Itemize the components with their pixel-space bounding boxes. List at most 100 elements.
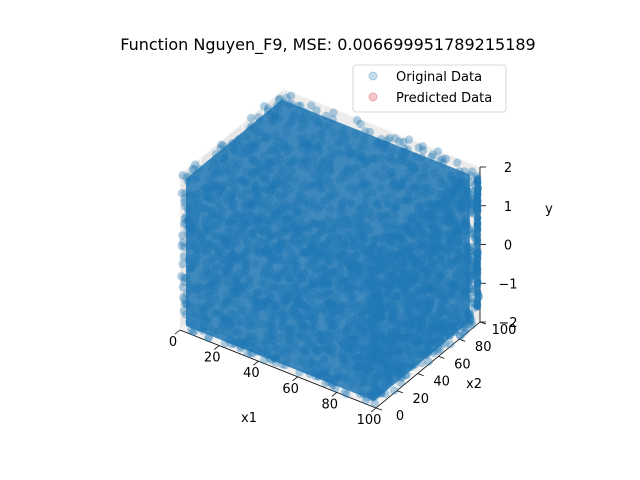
- gridline-z: [179, 88, 285, 176]
- scatter-point: [286, 91, 296, 101]
- legend-label-predicted: Predicted Data: [396, 91, 492, 106]
- scatter-point: [329, 108, 338, 117]
- x-tick: [331, 392, 338, 397]
- scatter-point: [438, 154, 447, 164]
- scatter-point: [473, 225, 481, 233]
- x-tick: [292, 376, 298, 382]
- y-tick-label: 0: [396, 409, 404, 424]
- scatter-point: [441, 154, 451, 164]
- scatter-point: [246, 113, 256, 123]
- scatter-point: [307, 101, 316, 110]
- x-tick-label: 20: [204, 351, 221, 366]
- scatter-point: [467, 167, 477, 176]
- y-tick: [459, 338, 466, 342]
- x-tick: [253, 360, 259, 366]
- scatter-point: [428, 150, 438, 159]
- scatter-point: [474, 249, 482, 257]
- scatter-point: [459, 328, 468, 338]
- x-tick-label: 0: [169, 335, 177, 350]
- scatter-point: [356, 119, 365, 129]
- scatter-point: [178, 259, 187, 269]
- chart-title: Function Nguyen_F9, MSE: 0.0066999517892…: [120, 35, 535, 55]
- scatter-point: [474, 220, 482, 228]
- scatter-point: [418, 146, 428, 155]
- legend-marker-predicted: [368, 92, 378, 102]
- scatter-point: [179, 252, 188, 261]
- y-tick-label: 80: [475, 340, 492, 355]
- scatter-point: [456, 331, 465, 340]
- scatter-point: [399, 137, 408, 147]
- scatter-point: [312, 106, 321, 115]
- x-tick: [370, 407, 377, 413]
- scatter-point: [418, 142, 427, 151]
- x-tick: [213, 345, 220, 350]
- scatter-point: [370, 399, 379, 408]
- scatter-point: [424, 357, 433, 366]
- x-tick-label: 60: [282, 382, 299, 397]
- scatter-point: [455, 331, 465, 340]
- scatter-point: [473, 202, 481, 210]
- scatter-point: [404, 135, 414, 144]
- x-tick-label: 40: [243, 366, 260, 381]
- chart-legend: Original Data Predicted Data: [352, 64, 507, 113]
- z-tick-label: 1: [504, 200, 512, 215]
- scatter-point: [178, 282, 188, 292]
- x-tick: [174, 329, 181, 335]
- y-tick-label: 20: [413, 392, 430, 407]
- x-tick-label: 80: [322, 397, 339, 412]
- scatter-point: [260, 102, 269, 111]
- z-tick-label: −2: [498, 316, 517, 331]
- scatter-point: [474, 269, 482, 277]
- scatter-core: [186, 99, 470, 254]
- scatter-point: [473, 301, 481, 309]
- scatter-point: [177, 241, 186, 251]
- gridline-z: [283, 88, 481, 168]
- scatter-point: [342, 389, 351, 399]
- legend-label-original: Original Data: [396, 70, 482, 85]
- scatter-point: [474, 278, 482, 286]
- z-tick-label: 2: [504, 161, 512, 176]
- scatter-point: [461, 326, 471, 335]
- scatter-core: [186, 178, 375, 401]
- legend-box: [352, 64, 507, 113]
- scatter-point: [353, 116, 362, 125]
- scatter-point: [178, 171, 187, 180]
- scatter-point: [188, 164, 197, 173]
- scatter-point: [331, 384, 340, 393]
- scatter-point: [473, 197, 481, 205]
- legend-marker-original: [368, 71, 378, 81]
- y-tick: [417, 373, 424, 376]
- scatter-point: [177, 189, 187, 198]
- scatter-point: [473, 236, 481, 244]
- scatter-point: [178, 231, 187, 240]
- scatter-point: [474, 213, 482, 222]
- scatter-point: [282, 93, 291, 102]
- scatter-point: [390, 386, 399, 395]
- z-axis-label: y: [545, 202, 553, 217]
- y-axis-line: [375, 321, 481, 409]
- scatter-point: [179, 293, 188, 302]
- y-tick: [396, 390, 403, 394]
- scatter-point: [395, 137, 404, 146]
- y-tick-label: 60: [454, 357, 471, 372]
- scatter-point: [414, 143, 424, 152]
- y-tick-label: 100: [492, 323, 517, 338]
- y-tick-label: 40: [433, 375, 450, 390]
- y-axis-label: x2: [466, 377, 482, 392]
- scatter-point: [474, 255, 482, 263]
- y-tick: [438, 356, 445, 359]
- scatter-point: [177, 272, 186, 281]
- scatter-cloud: [177, 91, 484, 408]
- scatter-point: [473, 179, 481, 187]
- scatter-point: [446, 340, 455, 349]
- x-axis-line: [179, 329, 377, 409]
- scatter-point: [473, 284, 481, 292]
- scatter-point: [433, 147, 443, 156]
- y-tick: [375, 407, 383, 411]
- scatter-point: [204, 333, 213, 343]
- x-tick-label: 100: [357, 413, 382, 428]
- x-axis-label: x1: [241, 411, 257, 426]
- scatter-point: [390, 134, 400, 143]
- scatter-point: [453, 158, 462, 167]
